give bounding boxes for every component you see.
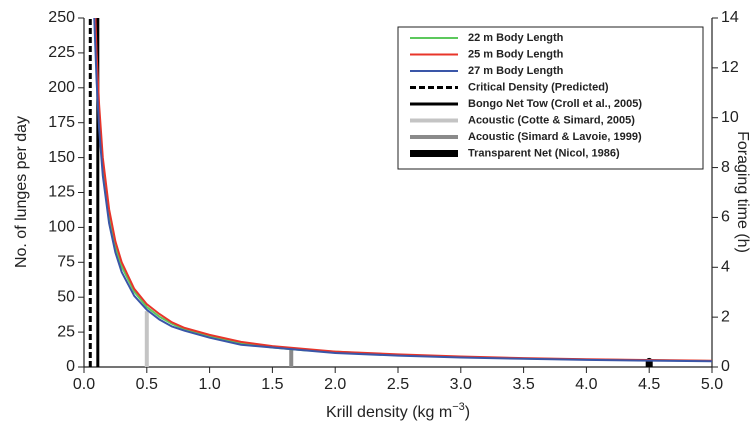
legend-label: Transparent Net (Nicol, 1986): [468, 147, 620, 159]
x-tick-label: 1.0: [198, 376, 220, 393]
y-tick-label: 50: [57, 288, 75, 305]
legend-label: Critical Density (Predicted): [468, 81, 609, 93]
x-tick-label: 1.5: [261, 376, 283, 393]
y2-tick-label: 4: [721, 259, 730, 276]
y-tick-label: 225: [48, 44, 75, 61]
x-tick-label: 2.5: [387, 376, 409, 393]
axes: [83, 18, 713, 368]
y-tick-label: 100: [48, 219, 75, 236]
y2-tick-label: 10: [721, 109, 739, 126]
x-axis-label: Krill density (kg m−3): [326, 401, 470, 421]
y-tick-label: 150: [48, 149, 75, 166]
legend-label: Acoustic (Cotte & Simard, 2005): [468, 114, 635, 126]
series-line: [93, 18, 712, 363]
y2-tick-label: 8: [721, 159, 730, 176]
y-tick-label: 0: [66, 358, 75, 375]
x-tick-label: 4.5: [638, 376, 660, 393]
x-tick-label: 0.5: [136, 376, 158, 393]
x-tick-label: 3.0: [450, 376, 472, 393]
x-tick-label: 4.0: [575, 376, 597, 393]
x-tick-label: 5.0: [701, 376, 723, 393]
x-label-text: Krill density (kg m: [326, 404, 452, 421]
y2-tick-label: 14: [721, 9, 739, 26]
y-tick-label: 25: [57, 323, 75, 340]
legend-box: [397, 26, 704, 170]
y2-tick-label: 2: [721, 308, 730, 325]
legend-label: 22 m Body Length: [468, 32, 564, 44]
x-tick-label: 3.5: [512, 376, 534, 393]
y2-axis-label: Foraging time (h): [734, 131, 751, 253]
y-tick-label: 250: [48, 9, 75, 26]
y-tick-label: 175: [48, 114, 75, 131]
y-tick-label: 75: [57, 254, 75, 271]
legend-label: Bongo Net Tow (Croll et al., 2005): [468, 98, 642, 110]
legend-label: 27 m Body Length: [468, 65, 564, 77]
plot-area: [88, 18, 712, 367]
x-label-end: ): [465, 404, 470, 421]
y2-tick-label: 0: [721, 358, 730, 375]
y2-tick-label: 6: [721, 209, 730, 226]
legend-label: Acoustic (Simard & Lavoie, 1999): [468, 131, 642, 143]
x-label-sup: −3: [452, 401, 465, 413]
y-tick-label: 200: [48, 79, 75, 96]
x-tick-label: 2.0: [324, 376, 346, 393]
y-axis-label: No. of lunges per day: [13, 116, 30, 268]
y2-tick-label: 12: [721, 59, 739, 76]
y-tick-label: 125: [48, 184, 75, 201]
legend-label: 25 m Body Length: [468, 48, 564, 60]
x-tick-label: 0.0: [73, 376, 95, 393]
